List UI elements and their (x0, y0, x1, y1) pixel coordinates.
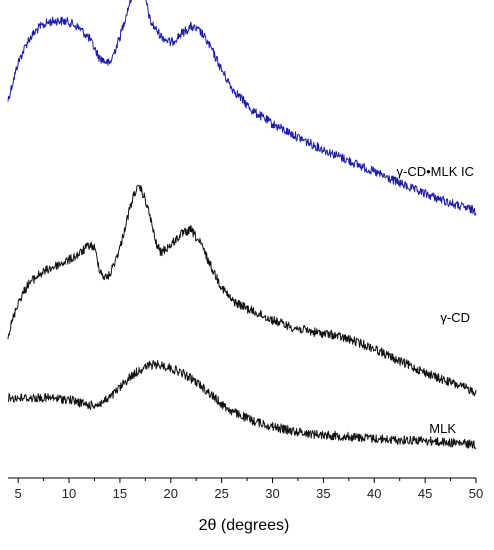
series-label-gamma-cd: γ-CD (440, 310, 470, 325)
series-line-ic (7, 0, 477, 216)
x-tick-layer: 5 10 15 20 25 30 35 40 45 50 (15, 478, 483, 501)
series-line-mlk (7, 360, 477, 450)
x-axis-title: 2θ (degrees) (199, 517, 290, 534)
series-label-mlk: MLK (429, 421, 456, 436)
x-tick-label: 15 (113, 486, 127, 501)
series-label-layer: γ-CD•MLK IC γ-CD MLK (397, 164, 475, 436)
x-tick-label: 40 (367, 486, 381, 501)
x-tick-label: 30 (265, 486, 279, 501)
series-layer (7, 0, 477, 450)
x-tick-label: 35 (316, 486, 330, 501)
x-tick-label: 10 (62, 486, 76, 501)
x-tick-label: 50 (469, 486, 483, 501)
x-tick-label: 45 (418, 486, 432, 501)
series-line-gamma-cd (7, 184, 477, 397)
x-tick-label: 20 (164, 486, 178, 501)
x-tick-label: 5 (15, 486, 22, 501)
x-tick-label: 25 (214, 486, 228, 501)
series-label-ic: γ-CD•MLK IC (397, 164, 475, 179)
